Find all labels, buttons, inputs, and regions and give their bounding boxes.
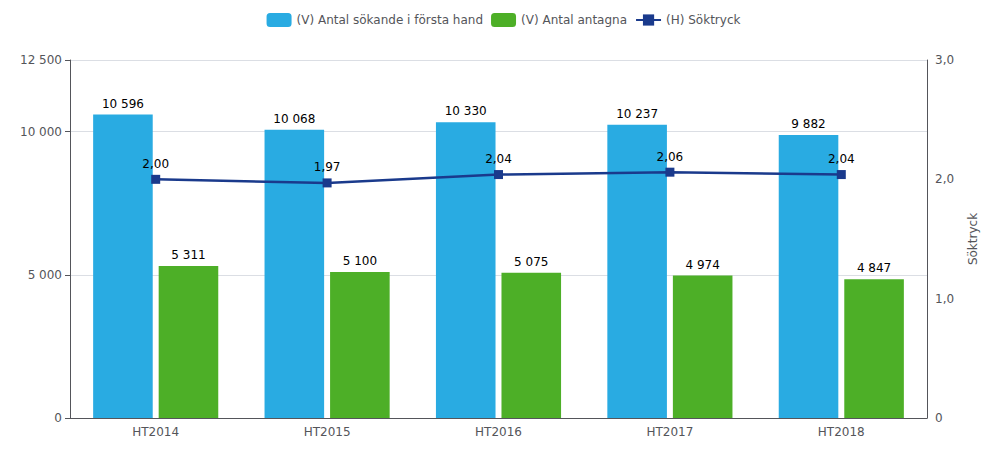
svg-text:HT2016: HT2016 <box>475 425 522 439</box>
svg-text:10 596: 10 596 <box>102 97 144 111</box>
svg-text:2,06: 2,06 <box>657 150 684 164</box>
svg-text:5 311: 5 311 <box>171 248 205 262</box>
svg-text:5 000: 5 000 <box>28 268 62 282</box>
svg-text:10 000: 10 000 <box>20 125 62 139</box>
svg-text:HT2015: HT2015 <box>304 425 351 439</box>
svg-text:0: 0 <box>935 411 943 425</box>
svg-text:3,0: 3,0 <box>935 53 954 67</box>
svg-text:(H) Söktryck: (H) Söktryck <box>666 13 740 27</box>
svg-text:5 075: 5 075 <box>514 255 548 269</box>
svg-text:1,97: 1,97 <box>314 160 341 174</box>
svg-text:4 974: 4 974 <box>685 258 719 272</box>
svg-text:10 330: 10 330 <box>445 104 487 118</box>
svg-text:Söktryck: Söktryck <box>966 213 980 265</box>
svg-text:2,04: 2,04 <box>485 152 512 166</box>
svg-text:(V) Antal antagna: (V) Antal antagna <box>521 13 627 27</box>
svg-text:10 068: 10 068 <box>273 112 315 126</box>
svg-text:(V) Antal sökande i första han: (V) Antal sökande i första hand <box>297 13 483 27</box>
svg-text:5 100: 5 100 <box>343 254 377 268</box>
svg-text:12 500: 12 500 <box>20 53 62 67</box>
svg-text:HT2017: HT2017 <box>646 425 693 439</box>
svg-text:HT2018: HT2018 <box>818 425 865 439</box>
svg-text:2,04: 2,04 <box>828 152 855 166</box>
svg-text:2,0: 2,0 <box>935 172 954 186</box>
svg-text:9 882: 9 882 <box>791 117 825 131</box>
svg-text:10 237: 10 237 <box>616 107 658 121</box>
svg-text:1,0: 1,0 <box>935 292 954 306</box>
svg-text:4 847: 4 847 <box>857 261 891 275</box>
svg-text:2,00: 2,00 <box>142 157 169 171</box>
svg-text:0: 0 <box>54 411 62 425</box>
svg-text:HT2014: HT2014 <box>132 425 179 439</box>
